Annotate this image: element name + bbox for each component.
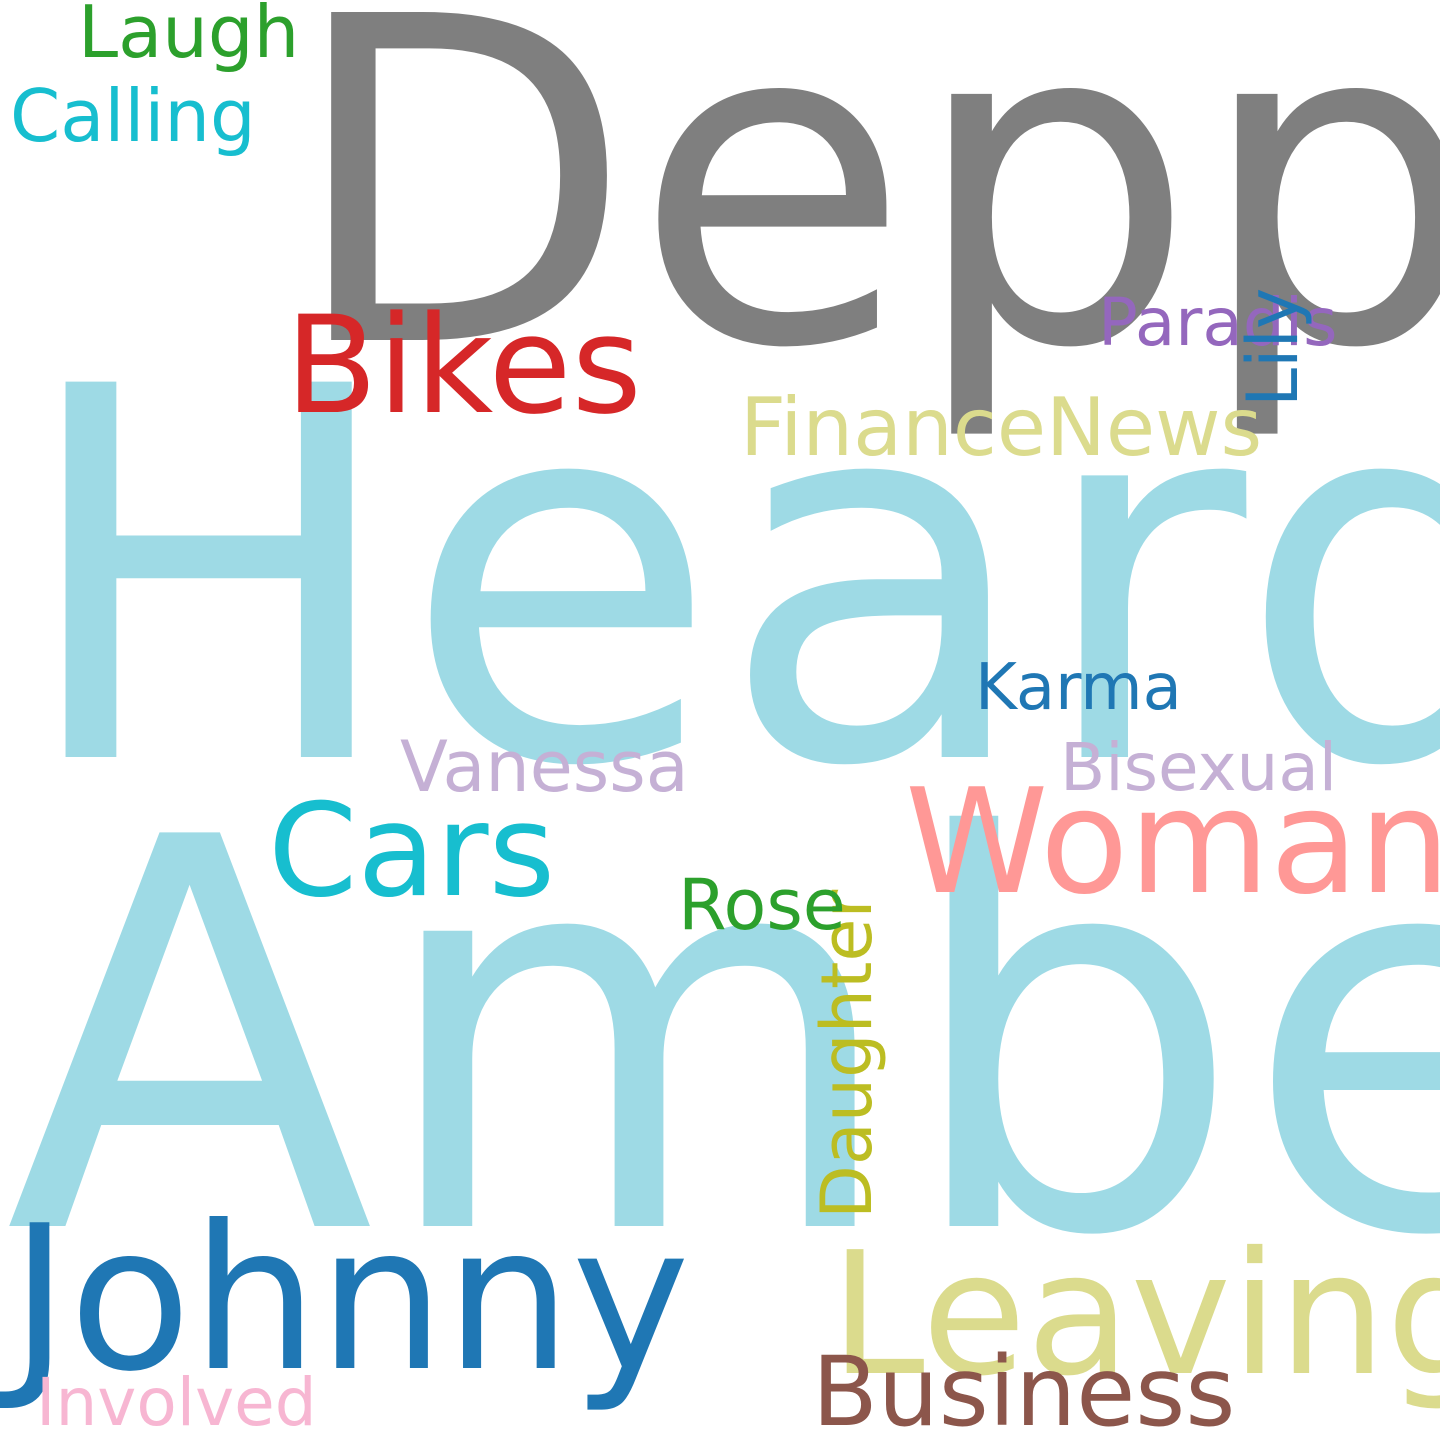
word-leaving: Leaving xyxy=(830,1216,1440,1414)
word-calling: Calling xyxy=(10,74,256,158)
word-johnny: Johnny xyxy=(10,1183,690,1416)
word-heard: Heard xyxy=(15,280,1440,879)
word-vanessa: Vanessa xyxy=(400,726,689,808)
word-cars: Cars xyxy=(268,777,556,926)
word-laugh: Laugh xyxy=(78,0,300,74)
word-involved: Involved xyxy=(36,1364,317,1440)
word-woman: Woman xyxy=(905,758,1440,927)
word-paradis: Paradis xyxy=(1098,284,1338,361)
word-business: Business xyxy=(812,1336,1236,1440)
word-depp: Depp xyxy=(287,0,1440,447)
word-financenews: FinanceNews xyxy=(740,381,1263,474)
word-lily: Lily xyxy=(1232,287,1314,407)
word-rose: Rose xyxy=(678,864,846,946)
word-bisexual: Bisexual xyxy=(1060,729,1338,806)
word-amber: Amber xyxy=(5,726,1440,1354)
word-karma: Karma xyxy=(975,651,1182,725)
word-bikes: Bikes xyxy=(285,287,642,444)
